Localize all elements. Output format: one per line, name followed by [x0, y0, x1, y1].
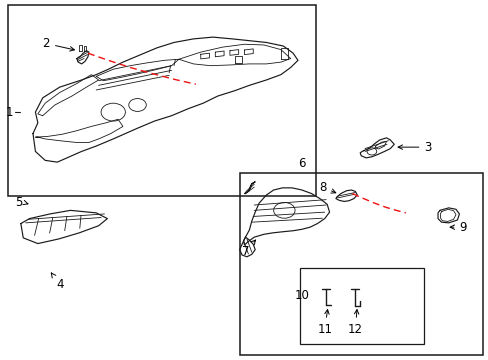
Bar [239, 173, 482, 355]
Text: 1: 1 [5, 105, 13, 119]
Text: 9: 9 [449, 221, 466, 234]
Text: 8: 8 [318, 181, 335, 194]
Text: 12: 12 [347, 310, 362, 336]
Text: 6: 6 [298, 157, 305, 170]
Text: 4: 4 [51, 273, 63, 291]
Text: 7: 7 [241, 240, 255, 258]
Bar [300, 267, 424, 344]
Text: 3: 3 [397, 141, 431, 154]
Bar [8, 5, 316, 196]
Text: 10: 10 [294, 288, 309, 302]
Text: 2: 2 [42, 37, 74, 51]
Text: 5: 5 [15, 195, 22, 209]
Text: 11: 11 [317, 310, 331, 336]
